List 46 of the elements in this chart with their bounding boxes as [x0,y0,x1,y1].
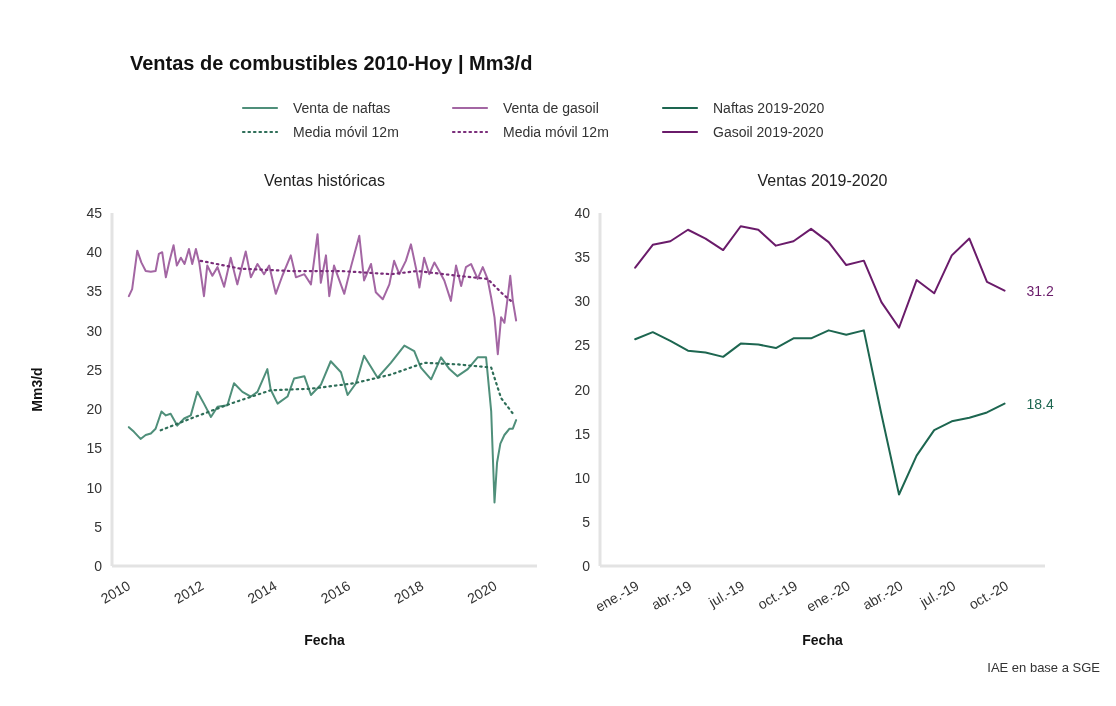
x-tick-label: 2010 [98,577,134,607]
x-tick-label: 2016 [317,577,354,607]
legend-label: Venta de naftas [293,100,391,116]
x-tick-label: 2018 [391,577,427,607]
line-series [127,233,518,356]
x-tick-label: 2020 [464,577,500,607]
legend-label: Naftas 2019-2020 [713,100,825,116]
text: IAE en base a SGE [987,660,1101,675]
y-tick-label: 25 [574,337,591,354]
y-tick-label: 0 [582,558,591,574]
legend-label: Media móvil 12m [293,124,399,140]
y-tick-label: 35 [574,249,591,266]
y-tick-label: 15 [86,440,103,457]
y-tick-label: 25 [86,361,103,378]
y-tick-label: 0 [94,558,103,574]
chart-title: Ventas de combustibles 2010-Hoy | Mm3/d [130,52,533,74]
y-tick-label: 40 [574,205,591,221]
y-tick-label: 20 [574,381,591,398]
chart-subtitle: Ventas históricas [264,172,385,189]
legend-label: Media móvil 12m [503,124,609,140]
y-tick-label: 40 [86,244,103,261]
y-tick-label: 35 [86,283,103,300]
line-series [199,259,514,304]
y-tick-label: 20 [86,401,103,418]
line-series [127,344,518,504]
data-label: 18.4 [1026,395,1055,412]
y-tick-label: 10 [574,469,591,486]
legend-label: Gasoil 2019-2020 [713,124,824,140]
y-axis-title: Mm3/d [29,367,45,412]
y-tick-label: 45 [86,205,103,221]
y-tick-label: 5 [94,518,103,535]
legend-label: Venta de gasoil [503,100,599,116]
x-tick-label: 2012 [171,577,207,607]
x-axis-title: Fecha [802,632,843,648]
y-tick-label: 15 [574,425,591,442]
x-tick-label: 2014 [244,577,280,607]
data-label: 31.2 [1026,282,1055,299]
y-tick-label: 10 [86,479,103,496]
y-tick-label: 30 [86,322,103,339]
line-series [634,329,1006,496]
y-tick-label: 5 [582,513,591,530]
y-tick-label: 30 [574,293,591,310]
line-series [159,361,516,432]
chart-subtitle: Ventas 2019-2020 [757,172,888,189]
line-series [634,225,1006,329]
x-axis-title: Fecha [304,632,345,648]
